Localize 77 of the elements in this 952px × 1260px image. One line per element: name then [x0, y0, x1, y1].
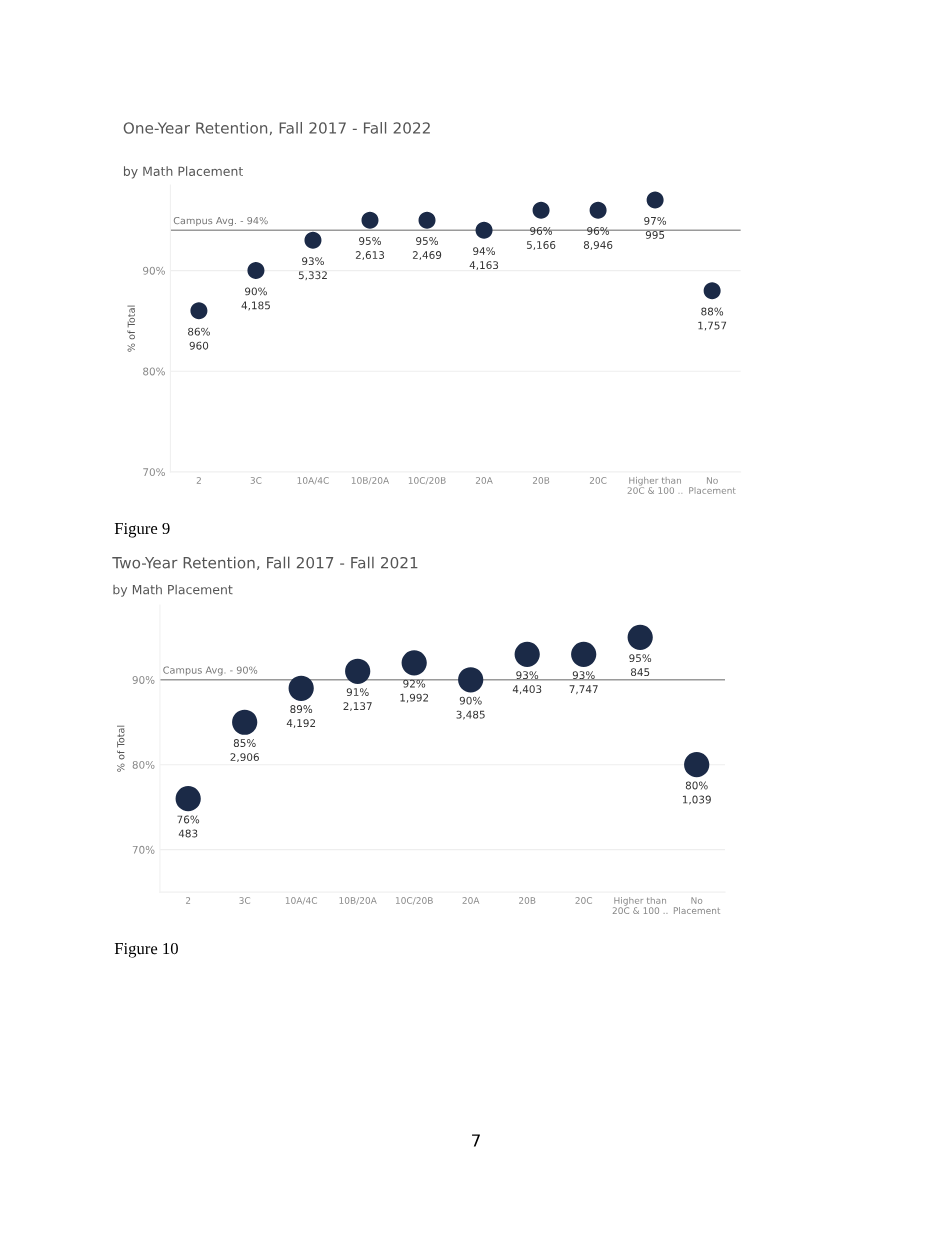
ref-line-label: Campus Avg. - 94% — [173, 216, 268, 227]
x-tick-label: 3C — [250, 477, 262, 484]
y-axis-title: % of Total — [116, 725, 125, 772]
y-tick-label: 70% — [143, 468, 165, 477]
data-label: 90% 4,185 — [241, 287, 270, 311]
y-tick-label: 90% — [143, 266, 165, 275]
point — [458, 667, 484, 693]
point — [304, 231, 322, 249]
x-tick-label: 10A/4C — [297, 477, 329, 485]
data-label: 93% 7,747 — [569, 671, 598, 695]
data-label: 95% 845 — [629, 654, 652, 677]
point — [627, 624, 653, 650]
point — [288, 675, 314, 701]
x-tick-label: Higher than 20C & 100 .. — [612, 896, 668, 915]
data-label: 85% 2,906 — [230, 739, 259, 763]
x-tick-label: 10C/20B — [408, 477, 446, 485]
y-axis-title: % of Total — [127, 305, 135, 352]
point — [361, 211, 379, 229]
y-tick-label: 80% — [132, 760, 155, 769]
data-label: 95% 2,469 — [412, 237, 442, 261]
chart-subtitle: by Math Placement — [113, 584, 233, 597]
x-tick-label: 2 — [185, 897, 191, 904]
x-tick-label: 10C/20B — [395, 897, 433, 905]
point — [345, 658, 371, 684]
data-label: 96% 8,946 — [583, 227, 613, 250]
x-tick-label: 20A — [475, 477, 493, 484]
data-label: 88% 1,757 — [698, 307, 727, 331]
data-label: 76% 483 — [177, 815, 200, 838]
data-label: 95% 2,613 — [355, 237, 385, 261]
y-tick-label: 80% — [143, 367, 165, 376]
point — [232, 709, 258, 735]
data-label: 92% 1,992 — [400, 679, 429, 703]
data-label: 97% 995 — [644, 216, 667, 239]
data-label: 89% 4,192 — [286, 705, 316, 729]
data-label: 93% 4,403 — [512, 671, 542, 695]
point — [475, 221, 493, 239]
x-tick-label: 3C — [239, 897, 251, 904]
point — [703, 282, 721, 300]
ref-line-label: Campus Avg. - 90% — [163, 666, 258, 676]
data-label: 96% 5,166 — [526, 227, 556, 250]
point — [571, 641, 597, 667]
point — [514, 641, 540, 667]
x-tick-label: 10B/20A — [351, 477, 390, 485]
caption: Figure 10 — [114, 942, 178, 958]
point — [684, 752, 710, 778]
x-tick-label: 20C — [589, 477, 607, 484]
data-label: 86% 960 — [188, 327, 210, 350]
point — [646, 191, 664, 209]
point — [589, 201, 607, 219]
x-tick-label: 2 — [196, 477, 201, 484]
x-tick-label: No Placement — [689, 477, 736, 494]
y-tick-label: 70% — [132, 845, 155, 854]
data-label: 90% 3,485 — [456, 696, 485, 720]
point — [401, 650, 427, 676]
chart-subtitle: by Math Placement — [123, 166, 243, 179]
point — [532, 201, 550, 219]
chart-title: Two-Year Retention, Fall 2017 - Fall 2021 — [112, 556, 418, 571]
chart-title: One-Year Retention, Fall 2017 - Fall 2022 — [123, 121, 430, 136]
data-label: 93% 5,332 — [298, 257, 327, 281]
point — [175, 786, 201, 812]
x-tick-label: 20B — [532, 477, 550, 484]
data-label: 91% 2,137 — [343, 688, 372, 712]
text: 7 — [472, 1134, 480, 1147]
x-tick-label: No Placement — [673, 897, 721, 915]
x-tick-label: 20C — [575, 897, 593, 904]
y-tick-label: 90% — [132, 676, 155, 684]
x-tick-label: 10A/4C — [285, 897, 318, 905]
x-tick-label: 20A — [462, 897, 480, 904]
x-tick-label: 20B — [519, 897, 536, 904]
data-label: 80% 1,039 — [682, 781, 711, 805]
data-label: 94% 4,163 — [469, 247, 499, 271]
caption: Figure 9 — [114, 522, 170, 538]
x-tick-label: Higher than 20C & 100 .. — [627, 476, 683, 494]
x-tick-label: 10B/20A — [339, 897, 377, 905]
point — [418, 211, 436, 229]
point — [247, 262, 265, 280]
point — [190, 302, 208, 320]
